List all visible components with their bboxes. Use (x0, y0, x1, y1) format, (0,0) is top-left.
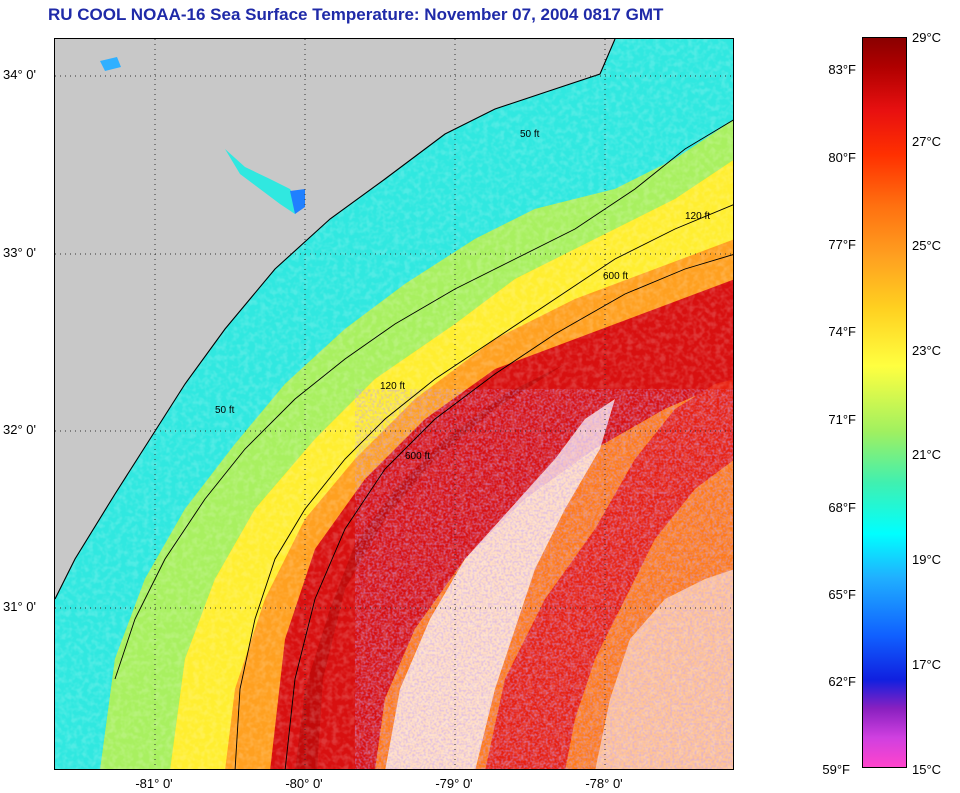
contour-label-120ft-mid: 120 ft (380, 381, 405, 392)
colorbar-f-71: 71°F (828, 412, 856, 427)
lat-label-33: 33° 0' (3, 245, 36, 260)
lon-label-79: -79° 0' (435, 776, 473, 791)
ocean-temperature-field (55, 39, 733, 769)
colorbar-f-80: 80°F (828, 150, 856, 165)
lat-label-34: 34° 0' (3, 67, 36, 82)
contour-label-50ft: 50 ft (520, 129, 540, 140)
colorbar-c-21: 21°C (912, 447, 942, 462)
inland-lake (225, 149, 300, 214)
lon-label-80: -80° 0' (285, 776, 323, 791)
inland-lake-north (100, 57, 121, 71)
inland-lake-deep (290, 189, 305, 214)
colorbar-f-65: 65°F (828, 587, 856, 602)
chart-title: RU COOL NOAA-16 Sea Surface Temperature:… (48, 5, 664, 24)
colorbar-c-19: 19°C (912, 552, 942, 567)
lon-label-81: -81° 0' (135, 776, 173, 791)
temperature-colorbar (862, 37, 907, 768)
lat-label-31: 31° 0' (3, 599, 36, 614)
contour-120ft (234, 204, 733, 769)
sst-map-svg: 50 ft 120 ft 600 ft 50 ft 120 ft 600 ft (55, 39, 733, 769)
colorbar-f-68: 68°F (828, 500, 856, 515)
colorbar-c-17: 17°C (912, 657, 942, 672)
contour-600ft (284, 254, 733, 769)
sst-map: 50 ft 120 ft 600 ft 50 ft 120 ft 600 ft (54, 38, 734, 770)
colorbar-f-83: 83°F (828, 62, 856, 77)
contour-label-120ft: 120 ft (685, 211, 710, 222)
colorbar-c-23: 23°C (912, 343, 942, 358)
contour-label-50ft-south: 50 ft (215, 405, 235, 416)
colorbar-c-27: 27°C (912, 134, 942, 149)
colorbar-f-77: 77°F (828, 237, 856, 252)
colorbar-c-25: 25°C (912, 238, 942, 253)
colorbar-f-59: 59°F (822, 762, 850, 777)
colorbar-f-62: 62°F (828, 674, 856, 689)
graticule (55, 39, 733, 769)
lon-label-78: -78° 0' (585, 776, 623, 791)
colorbar-c-15: 15°C (912, 762, 942, 777)
colorbar-c-29: 29°C (912, 30, 942, 45)
coastline (55, 39, 616, 600)
contour-label-600ft-mid: 600 ft (405, 451, 430, 462)
colorbar-f-74: 74°F (828, 324, 856, 339)
contour-label-600ft: 600 ft (603, 271, 628, 282)
lat-label-32: 32° 0' (3, 422, 36, 437)
contour-50ft (114, 119, 733, 680)
